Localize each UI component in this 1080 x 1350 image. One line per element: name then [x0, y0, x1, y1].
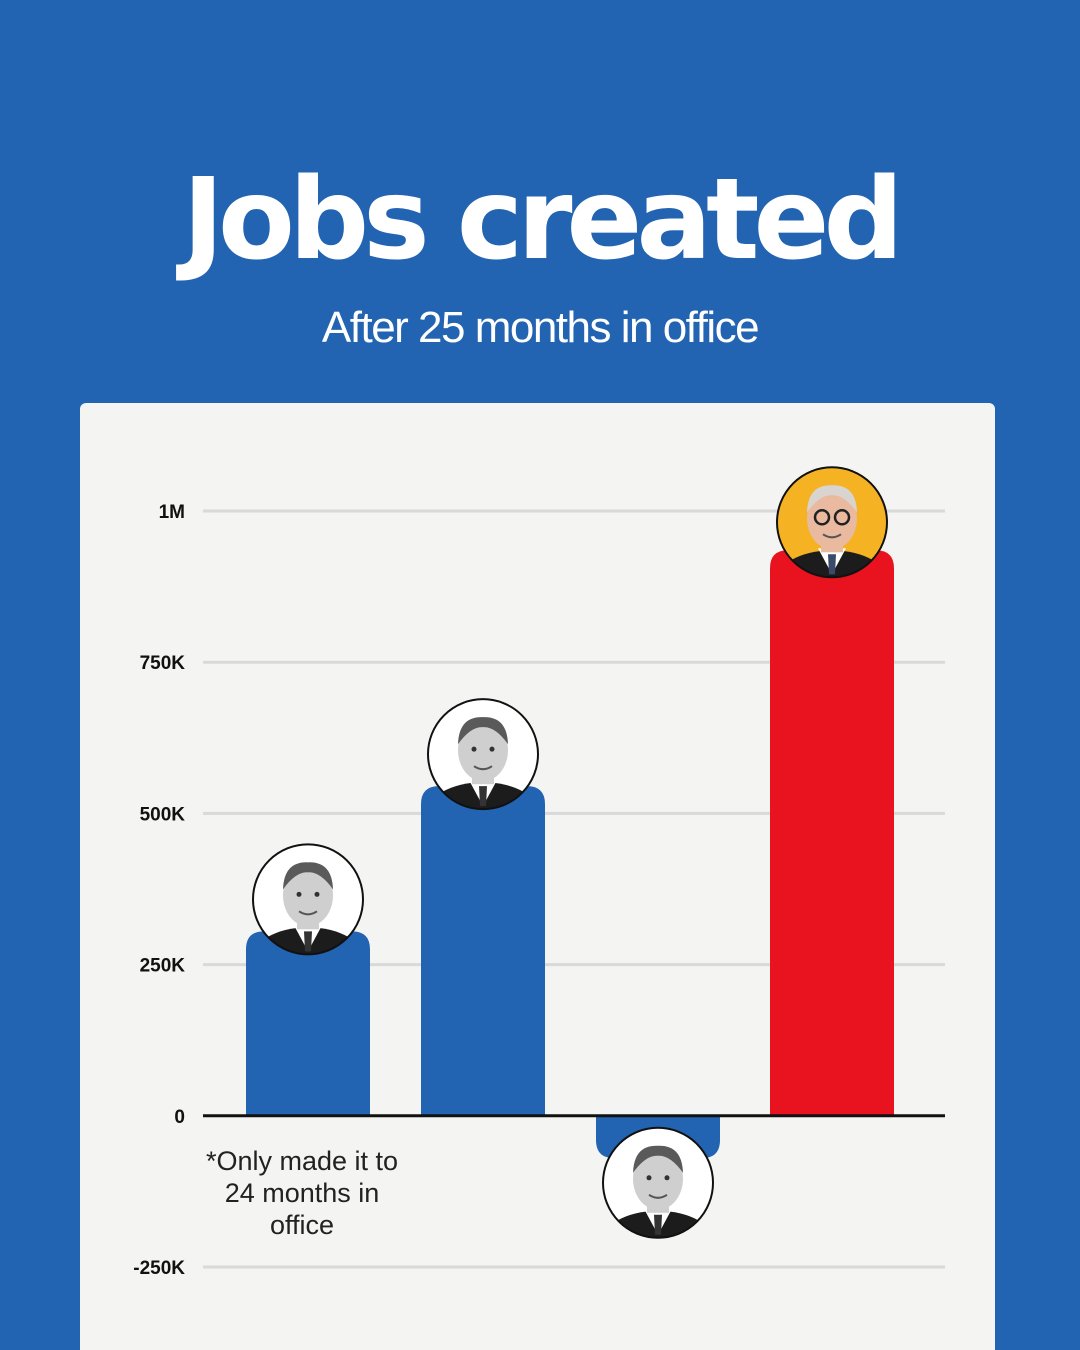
y-tick-label: 1M: [159, 502, 185, 523]
portrait-border: [252, 843, 364, 956]
portrait-hair: [458, 717, 508, 745]
portrait-eye: [314, 891, 320, 897]
portrait-tie: [479, 786, 487, 807]
portrait-tie: [304, 931, 312, 952]
portrait-border: [776, 466, 888, 579]
portrait-face: [633, 1147, 683, 1210]
portrait-glasses: [813, 509, 831, 526]
portrait-suit: [253, 927, 363, 955]
portrait-eye: [471, 746, 477, 752]
page-subtitle: After 25 months in office: [321, 303, 760, 352]
portrait-face: [283, 864, 333, 927]
portrait-hair: [807, 485, 857, 513]
portrait-mouth: [648, 1193, 668, 1199]
bar: [421, 786, 545, 1116]
portrait-glasses: [833, 509, 851, 526]
portrait-mouth: [822, 533, 842, 539]
portrait-icon: [602, 1126, 714, 1239]
portrait-tie: [654, 1214, 662, 1235]
portrait-border: [427, 698, 539, 811]
portrait-eye: [664, 1175, 670, 1181]
y-tick-label: 0: [174, 1107, 185, 1128]
portrait-mouth: [473, 765, 493, 771]
chart-card: 1M 750K 500K 250K 0 -250K *Only made it to 24…: [80, 403, 995, 1350]
portrait-icon: [252, 843, 364, 956]
portrait-hair: [633, 1145, 683, 1173]
portrait-face: [807, 487, 857, 550]
bar: [770, 550, 894, 1116]
portrait-suit: [428, 782, 538, 810]
portrait-tie: [828, 554, 836, 575]
portrait-eye: [489, 746, 495, 752]
portrait-border: [602, 1126, 714, 1239]
portrait-mouth: [298, 910, 318, 916]
portrait-eye: [646, 1175, 652, 1181]
y-tick-label: 250K: [140, 956, 186, 977]
footnote: *Only made it to 24 months in office: [205, 1146, 399, 1240]
y-tick-label: 750K: [140, 653, 186, 674]
portrait-eye: [296, 891, 302, 897]
portrait-icon: [776, 466, 888, 579]
page-title: Jobs created: [182, 155, 903, 285]
portrait-face: [458, 719, 508, 782]
portrait-hair: [283, 862, 333, 890]
bar: [246, 931, 370, 1116]
portrait-icon: [427, 698, 539, 811]
y-tick-label: -250K: [133, 1258, 185, 1279]
portrait-suit: [603, 1210, 713, 1238]
y-tick-label: 500K: [140, 804, 186, 825]
bar-chart: 1M 750K 500K 250K 0 -250K: [133, 466, 945, 1279]
portrait-suit: [777, 550, 887, 578]
